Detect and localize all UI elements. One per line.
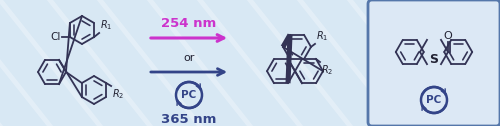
Text: 365 nm: 365 nm [162,113,216,126]
Text: PC: PC [182,90,196,100]
Text: 254 nm: 254 nm [162,17,216,30]
Text: S: S [430,53,438,66]
Text: $R_2$: $R_2$ [321,63,334,77]
FancyBboxPatch shape [368,0,500,126]
Text: Cl: Cl [50,32,61,42]
Text: O: O [444,31,452,41]
Text: $R_1$: $R_1$ [100,18,112,32]
Text: PC: PC [426,95,442,105]
Text: $R_2$: $R_2$ [112,87,124,101]
Text: or: or [184,53,194,63]
Text: $R_1$: $R_1$ [316,29,328,43]
